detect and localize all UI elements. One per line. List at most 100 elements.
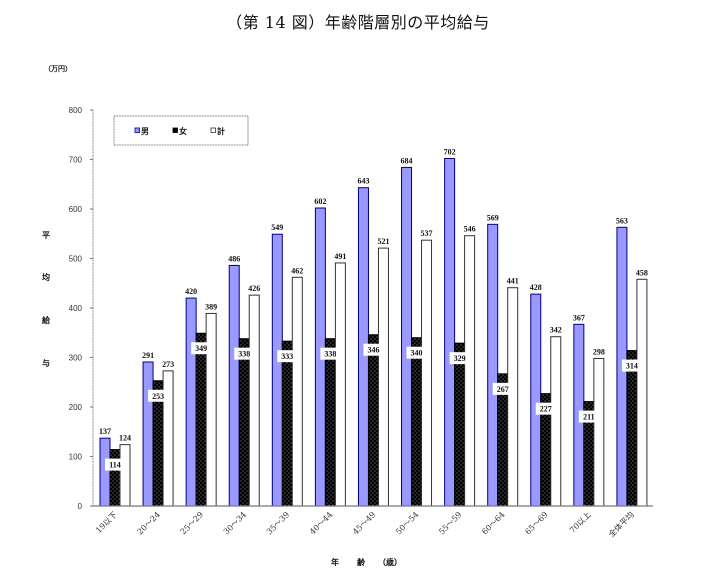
data-label-female-group: 346 xyxy=(363,343,384,356)
bar-female xyxy=(626,350,638,507)
x-category-label: 50～54 xyxy=(394,510,420,536)
bar-total xyxy=(550,336,562,507)
bar-total xyxy=(593,357,605,507)
y-tick-label: 400 xyxy=(69,304,83,313)
bar-female xyxy=(367,334,379,507)
bar-group xyxy=(401,166,433,507)
data-label-total: 426 xyxy=(248,284,260,293)
data-label-female-group: 329 xyxy=(449,352,470,365)
data-label-total: 546 xyxy=(464,225,476,234)
x-category-label: 25～29 xyxy=(179,510,205,536)
chart-title: （第 14 図）年齢階層別の平均給与 xyxy=(226,13,490,32)
bar-female xyxy=(109,449,121,507)
y-axis-title-char: 与 xyxy=(42,358,50,368)
bar-female xyxy=(324,338,336,507)
bar-male xyxy=(228,264,240,507)
legend-label-female: 女 xyxy=(179,126,187,136)
bar-male xyxy=(142,361,154,507)
y-axis-title-char: 給 xyxy=(42,315,51,325)
x-category-label: 55～59 xyxy=(437,510,463,536)
x-category-label: 35～39 xyxy=(265,510,291,536)
bar-female xyxy=(454,342,466,507)
x-category-label: 60～64 xyxy=(480,510,506,536)
bar-male xyxy=(401,166,413,507)
bar-male xyxy=(444,158,456,507)
bar-female xyxy=(281,340,293,507)
data-label-female-group: 211 xyxy=(578,410,599,423)
bar-total xyxy=(636,278,648,507)
x-category-label: 30～34 xyxy=(222,510,248,536)
legend-label-male: 男 xyxy=(141,127,149,136)
data-label-female: 349 xyxy=(195,344,207,353)
data-label-female: 333 xyxy=(281,352,293,361)
x-axis-title-part: 齢 xyxy=(357,557,366,567)
y-tick-label: 300 xyxy=(69,354,83,363)
data-label-female-bg xyxy=(449,352,470,365)
data-label-female-group: 267 xyxy=(492,382,513,395)
bar-total xyxy=(421,239,433,507)
bar-male xyxy=(487,223,499,507)
data-label-female: 253 xyxy=(152,392,164,401)
data-label-female-bg xyxy=(320,347,341,360)
bar-group xyxy=(185,297,217,507)
bar-group xyxy=(142,361,174,507)
y-axis-title-char: 平 xyxy=(42,231,50,240)
legend-item-male: 男 xyxy=(134,127,149,136)
bar-male xyxy=(271,233,283,507)
data-label-male: 684 xyxy=(401,156,413,165)
data-label-female: 211 xyxy=(583,413,595,422)
data-label-total: 298 xyxy=(593,347,605,356)
data-label-female-bg xyxy=(363,343,384,356)
x-axis-title-part: 年 xyxy=(331,557,339,567)
bar-male xyxy=(185,297,197,507)
data-label-female: 114 xyxy=(109,461,121,470)
data-label-male: 549 xyxy=(271,223,283,232)
bar-total xyxy=(334,262,346,507)
data-label-female-bg xyxy=(535,402,556,415)
data-label-female: 314 xyxy=(626,362,638,371)
y-tick-label: 100 xyxy=(69,453,83,462)
legend-label-total: 計 xyxy=(217,126,225,136)
x-category-label: 45～49 xyxy=(351,510,377,536)
bar-male xyxy=(530,293,542,507)
data-label-female: 227 xyxy=(540,405,552,414)
data-label-total: 342 xyxy=(550,326,562,335)
bar-female xyxy=(411,337,423,507)
data-label-female-bg xyxy=(621,359,642,372)
legend-swatch-female xyxy=(172,127,178,133)
bar-total xyxy=(291,276,303,507)
y-tick-label: 600 xyxy=(69,205,83,214)
legend-swatch-male xyxy=(134,127,140,133)
data-label-male: 367 xyxy=(573,313,585,322)
data-label-female-bg xyxy=(277,350,298,363)
data-label-male: 291 xyxy=(142,351,154,360)
y-tick-label: 200 xyxy=(69,403,83,412)
x-category-label: 40～44 xyxy=(308,510,334,536)
y-axis: 0 100 200 300 400 500 600 700 800 xyxy=(69,106,94,511)
data-label-female-group: 338 xyxy=(234,347,255,360)
x-category-label: 19以下 xyxy=(94,510,119,535)
legend-item-female: 女 xyxy=(172,126,187,136)
data-label-female-bg xyxy=(578,410,599,423)
data-label-total: 273 xyxy=(162,360,174,369)
y-axis-title: 平均給与 xyxy=(42,231,51,368)
y-tick-label: 0 xyxy=(78,502,83,511)
y-tick-label: 500 xyxy=(69,255,83,264)
data-label-total: 462 xyxy=(291,266,303,275)
data-label-female-group: 349 xyxy=(191,342,212,355)
data-label-total: 389 xyxy=(205,302,217,311)
bar-total xyxy=(377,247,389,507)
data-label-female-group: 333 xyxy=(277,350,298,363)
y-tick-label: 800 xyxy=(69,106,83,115)
x-axis-title: 年 齢 （歳） xyxy=(331,557,402,567)
data-label-total: 441 xyxy=(507,277,519,286)
data-label-female-group: 314 xyxy=(621,359,642,372)
data-label-male: 428 xyxy=(530,283,542,292)
data-label-female: 329 xyxy=(454,354,466,363)
bars xyxy=(99,158,648,507)
data-label-female-group: 227 xyxy=(535,402,556,415)
data-label-female-bg xyxy=(492,382,513,395)
x-category-label: 65～69 xyxy=(523,510,549,536)
